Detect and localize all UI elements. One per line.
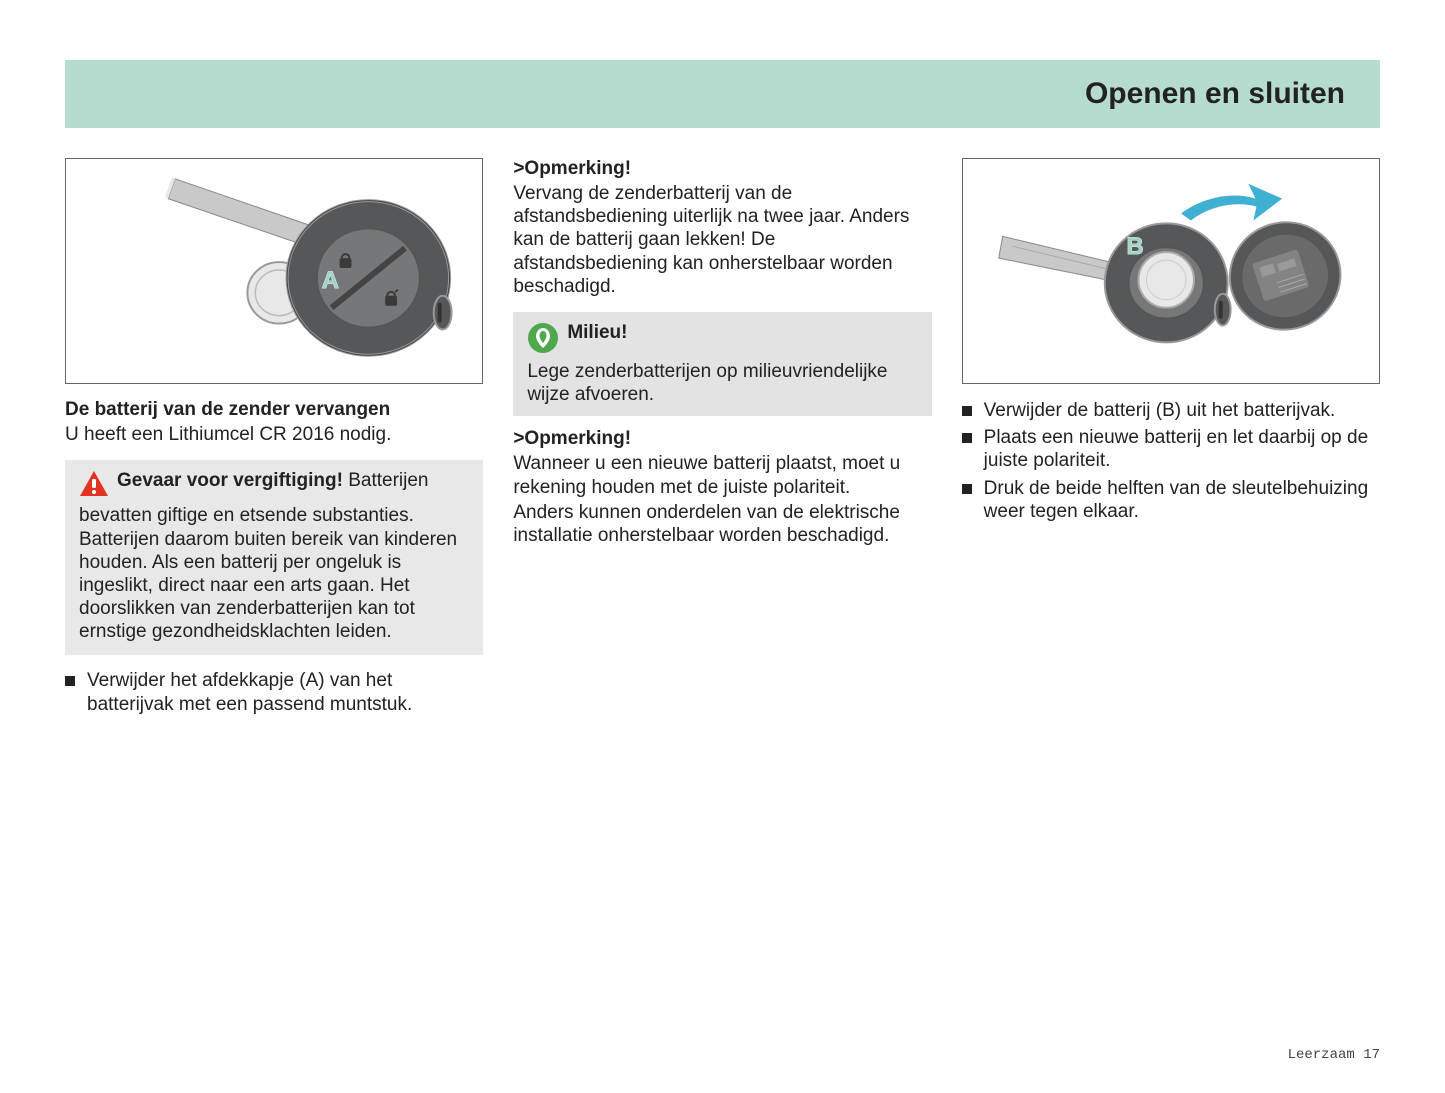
col1-subheading: De batterij van de zender vervangen xyxy=(65,399,483,421)
footer-page: 17 xyxy=(1363,1047,1380,1063)
header-bar: Openen en sluiten xyxy=(65,60,1380,128)
environment-icon xyxy=(527,322,559,360)
list-item: Verwijder de batterij (B) uit het batter… xyxy=(962,399,1380,422)
col3-steps: Verwijder de batterij (B) uit het batter… xyxy=(962,399,1380,523)
col1-steps: Verwijder het afdekkapje (A) van het bat… xyxy=(65,669,483,715)
column-2: >Opmerking! Vervang de zenderbatterij va… xyxy=(513,158,931,720)
figure-label-b: B xyxy=(1126,233,1143,260)
note1-title: >Opmerking! xyxy=(513,158,931,180)
env-title: Milieu! xyxy=(567,322,627,343)
footer-section: Leerzaam xyxy=(1288,1047,1355,1063)
figure-key-cover: A xyxy=(65,158,483,384)
warning-icon xyxy=(79,470,109,504)
content-columns: A De batterij van de zender vervangen U … xyxy=(65,158,1380,720)
figure-label-a: A xyxy=(322,267,339,294)
note1-body: Vervang de zenderbatterij van de afstand… xyxy=(513,182,931,298)
list-item: Verwijder het afdekkapje (A) van het bat… xyxy=(65,669,483,715)
figure-key-open: B xyxy=(962,158,1380,384)
warning-body: Batterijen bevatten giftige en etsende s… xyxy=(79,470,457,642)
note2-body2: Anders kunnen onderdelen van de elektris… xyxy=(513,501,931,547)
list-item: Plaats een nieuwe batterij en let daarbi… xyxy=(962,426,1380,472)
arrow-icon xyxy=(1181,184,1282,221)
note2-title: >Opmerking! xyxy=(513,428,931,450)
note2-body1: Wanneer u een nieuwe batterij plaatst, m… xyxy=(513,452,931,498)
environment-callout: Milieu! Lege zenderbatterijen op milieuv… xyxy=(513,312,931,417)
list-item: Druk de beide helften van de sleutelbehu… xyxy=(962,477,1380,523)
warning-title: Gevaar voor vergiftiging! xyxy=(117,470,343,491)
warning-callout: Gevaar voor vergiftiging! Batterijen bev… xyxy=(65,460,483,655)
column-3: B Verwijder de batterij (B) uit het batt… xyxy=(962,158,1380,720)
col1-intro: U heeft een Lithiumcel CR 2016 nodig. xyxy=(65,423,483,446)
env-body: Lege zenderbatterijen op milieuvriendeli… xyxy=(527,361,887,405)
column-1: A De batterij van de zender vervangen U … xyxy=(65,158,483,720)
page-footer: Leerzaam 17 xyxy=(1288,1047,1380,1063)
page-title: Openen en sluiten xyxy=(1085,77,1345,111)
